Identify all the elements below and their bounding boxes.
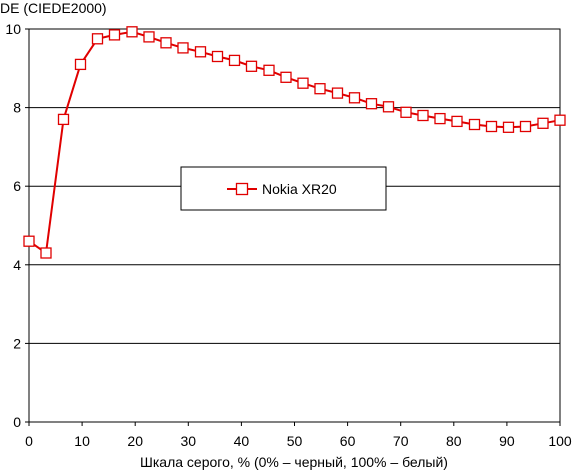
data-point <box>57 113 70 126</box>
y-tick-label: 4 <box>13 257 21 273</box>
y-tick-label: 0 <box>13 414 21 430</box>
data-point <box>417 109 429 122</box>
x-tick-label: 0 <box>25 433 33 449</box>
legend: Nokia XR20 <box>180 166 387 211</box>
data-point <box>314 83 326 95</box>
series-group <box>23 26 566 259</box>
data-point <box>194 46 207 58</box>
data-point <box>40 247 52 259</box>
data-point <box>519 120 532 133</box>
data-point <box>263 64 275 76</box>
x-axis-ticks: 0 10 20 30 40 50 60 70 80 90 100 <box>25 422 572 449</box>
data-point <box>554 114 566 126</box>
x-tick-label: 10 <box>74 433 90 449</box>
data-point <box>468 118 481 131</box>
data-point <box>74 58 87 71</box>
data-point <box>400 106 412 118</box>
x-tick-label: 40 <box>234 433 250 449</box>
x-tick-label: 70 <box>393 433 409 449</box>
x-axis-label: Шкала серого, % (0% – черный, 100% – бел… <box>140 454 448 470</box>
data-point <box>297 77 309 89</box>
data-point <box>365 98 378 110</box>
legend-series-name: Nokia XR20 <box>262 181 337 197</box>
data-point <box>143 31 155 43</box>
data-point <box>348 92 361 104</box>
y-tick-label: 2 <box>13 335 21 351</box>
legend-box <box>180 166 387 211</box>
data-point <box>91 33 104 45</box>
data-point <box>108 29 121 41</box>
data-point <box>228 54 241 67</box>
y-axis-label: DE (CIEDE2000) <box>0 0 107 16</box>
x-tick-label: 90 <box>499 433 515 449</box>
data-point <box>126 26 138 38</box>
y-tick-label: 6 <box>13 178 21 194</box>
data-point <box>485 120 498 133</box>
y-tick-label: 10 <box>5 21 21 37</box>
x-tick-label: 50 <box>287 433 303 449</box>
data-point <box>160 37 172 49</box>
data-point <box>23 235 35 247</box>
data-point <box>434 112 446 125</box>
x-tick-label: 100 <box>548 433 572 449</box>
data-point <box>502 121 515 133</box>
x-tick-label: 20 <box>127 433 143 449</box>
data-point <box>382 101 395 113</box>
legend-swatch-marker <box>235 182 249 196</box>
y-axis-ticks: 0 2 4 6 8 10 <box>5 21 29 430</box>
data-point <box>331 87 344 99</box>
x-tick-label: 30 <box>181 433 197 449</box>
data-point <box>211 50 224 63</box>
x-tick-label: 60 <box>340 433 356 449</box>
data-point <box>280 71 292 83</box>
x-tick-label: 80 <box>446 433 462 449</box>
plot-area <box>28 28 561 423</box>
data-point <box>177 42 189 54</box>
data-point <box>451 115 463 128</box>
data-point <box>245 60 258 72</box>
y-tick-label: 8 <box>13 100 21 116</box>
data-point <box>537 117 549 129</box>
